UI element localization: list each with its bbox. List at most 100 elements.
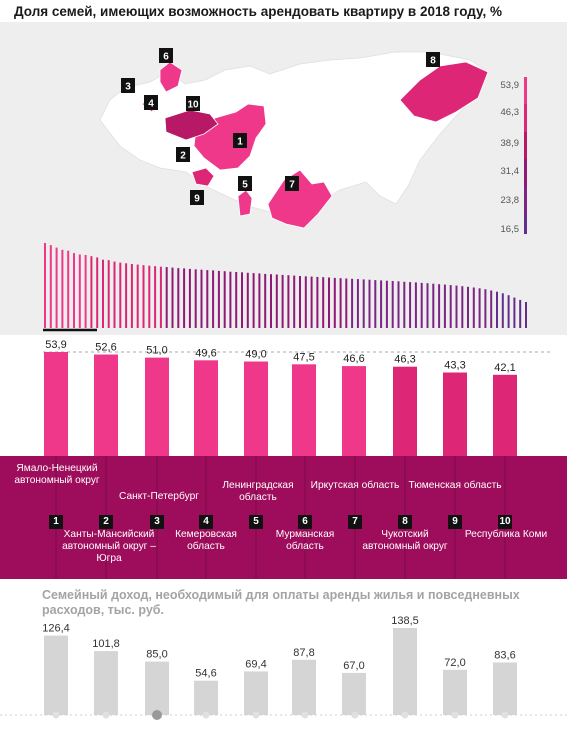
region-rank-badge: 4	[199, 515, 213, 529]
top10-bar	[94, 354, 118, 456]
distribution-bar	[78, 254, 81, 328]
distribution-bar	[188, 268, 191, 328]
income-value-label: 101,8	[92, 638, 120, 650]
distribution-bar	[119, 262, 122, 328]
distribution-bar	[287, 275, 290, 328]
distribution-bar	[61, 249, 64, 328]
map-marker: 7	[285, 176, 299, 191]
distribution-bar	[299, 276, 301, 328]
legend-segment	[524, 159, 527, 187]
distribution-bar	[397, 281, 400, 328]
income-bar	[443, 669, 467, 715]
baseline-dot	[102, 711, 110, 719]
distribution-bar	[154, 266, 157, 328]
region-rank-badge: 10	[498, 515, 512, 529]
region-rank-badge: 1	[49, 515, 63, 529]
map-marker-label: 3	[125, 82, 131, 93]
baseline-dot	[202, 711, 210, 719]
distribution-bar	[322, 277, 325, 328]
distribution-bar	[235, 272, 238, 328]
distribution-bar	[200, 269, 203, 328]
distribution-bar	[264, 273, 267, 328]
top10-value-label: 52,6	[95, 342, 116, 354]
distribution-bar	[374, 280, 377, 328]
distribution-bar	[136, 264, 139, 328]
top10-bar	[342, 366, 366, 456]
distribution-bar	[403, 281, 406, 328]
distribution-bar	[142, 265, 145, 328]
distribution-bar	[362, 279, 365, 328]
distribution-bar	[432, 283, 435, 328]
distribution-bar	[449, 285, 452, 328]
distribution-bar	[217, 270, 220, 328]
legend-tick: 16,5	[501, 224, 520, 235]
baseline-dot	[401, 711, 409, 719]
distribution-bar	[356, 279, 359, 328]
distribution-bar	[316, 276, 319, 328]
income-bar	[194, 680, 218, 715]
distribution-bar	[84, 255, 87, 328]
region-rank-badge: 5	[249, 515, 263, 529]
legend-segment	[524, 214, 527, 234]
baseline-dot	[351, 711, 359, 719]
distribution-bar	[426, 283, 429, 328]
income-value-label: 69,4	[245, 658, 266, 670]
distribution-bar	[455, 285, 458, 328]
top10-value-label: 46,6	[343, 353, 364, 365]
region-label: Тюменская область	[408, 480, 502, 491]
top10-bar	[493, 374, 517, 456]
map-marker: 10	[186, 96, 200, 111]
map-marker: 6	[159, 48, 173, 63]
region-label: Иркутская область	[310, 480, 400, 491]
region-label: Чукотский автономный округ	[362, 529, 448, 552]
map-region	[399, 61, 489, 123]
distribution-bar	[333, 277, 336, 328]
distribution-bar	[490, 290, 493, 328]
region-labels: Ямало-Ненецкий автономный округ Ханты-Ман…	[0, 456, 567, 579]
distribution-bar	[49, 245, 52, 328]
distribution-strip	[44, 243, 527, 328]
region-label: Кемеровская область	[175, 529, 237, 552]
income-value-label: 54,6	[195, 668, 216, 680]
map-marker: 4	[144, 95, 158, 110]
distribution-bar	[246, 272, 249, 328]
income-bar	[94, 651, 118, 715]
map-marker: 2	[176, 147, 190, 162]
distribution-bar	[73, 253, 75, 328]
distribution-bar	[409, 282, 412, 328]
map-region	[267, 169, 333, 229]
income-value-label: 83,6	[494, 650, 515, 662]
distribution-bar	[438, 284, 441, 328]
distribution-bar	[391, 281, 394, 328]
region-label: Республика Коми	[464, 529, 548, 540]
distribution-bar	[467, 286, 469, 328]
distribution-bar	[67, 250, 70, 328]
distribution-bar	[113, 261, 116, 328]
distribution-bar	[310, 276, 313, 328]
region-rank-badge: 6	[298, 515, 312, 529]
top10-bar	[194, 360, 218, 456]
income-value-label: 85,0	[146, 649, 167, 661]
distribution-bar	[461, 286, 464, 328]
distribution-bar	[385, 280, 388, 328]
top10-value-label: 47,5	[293, 351, 314, 363]
map-marker: 5	[238, 176, 252, 191]
map-marker: 3	[121, 78, 135, 93]
map-marker-label: 10	[187, 100, 199, 111]
distribution-bar	[241, 272, 243, 328]
legend-segment	[524, 77, 527, 104]
distribution-bar	[171, 267, 174, 328]
distribution-bar	[258, 273, 261, 328]
distribution-bar	[275, 274, 278, 328]
map-marker-label: 1	[237, 137, 243, 148]
chart-title: Доля семей, имеющих возможность арендова…	[14, 4, 502, 19]
map-marker-label: 9	[194, 194, 200, 205]
income-value-label: 138,5	[391, 615, 419, 627]
distribution-bar	[44, 243, 46, 328]
income-baseline-dots	[52, 710, 509, 720]
distribution-bar	[519, 299, 522, 328]
distribution-bar	[125, 263, 128, 328]
distribution-bar	[281, 274, 284, 328]
income-value-label: 67,0	[343, 660, 364, 672]
